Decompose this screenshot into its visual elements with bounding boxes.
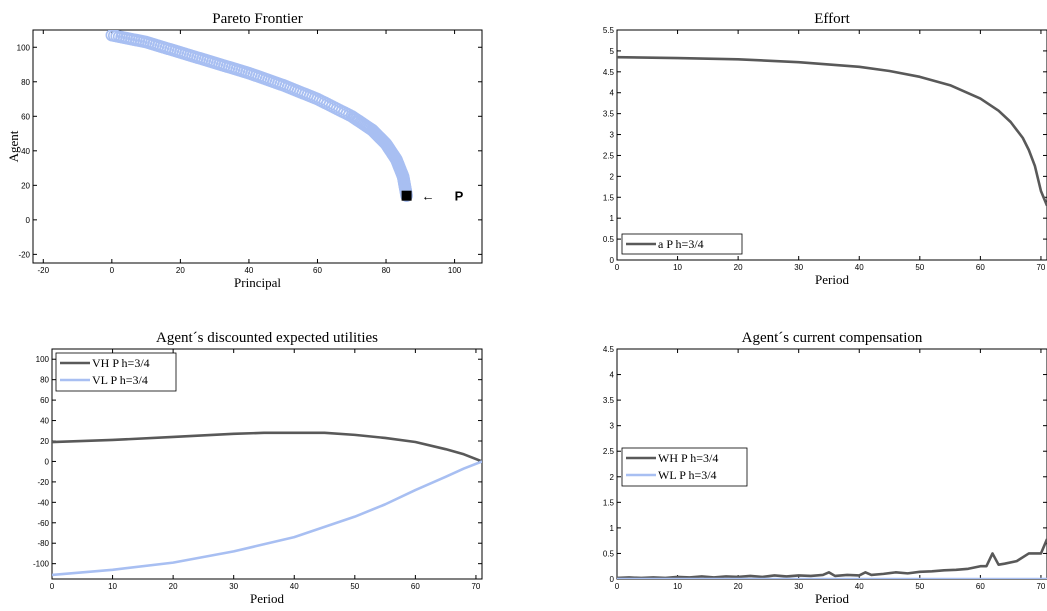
y-tick-label: 3.5 [603, 110, 615, 119]
x-tick-label: 10 [673, 582, 682, 591]
legend: a P h=3/4 [622, 234, 742, 254]
x-tick-label: 10 [673, 263, 682, 272]
y-tick-label: 3 [610, 131, 615, 140]
y-tick-label: 40 [21, 147, 30, 156]
y-tick-label: 4.5 [603, 68, 615, 77]
y-tick-label: 1.5 [603, 193, 615, 202]
y-tick-label: 60 [40, 396, 49, 405]
x-axis-label: Period [815, 591, 849, 606]
y-tick-label: 0 [26, 216, 31, 225]
panel-effort: 0 10 20 30 40 50 60 70 0 0.5 1 1.5 2 2.5 3 3.5 4 4.5 5 5.5 E… [603, 11, 1047, 287]
x-tick-label: 0 [615, 582, 620, 591]
x-tick-label: 0 [615, 263, 620, 272]
legend: WH P h=3/4 WL P h=3/4 [622, 448, 747, 486]
legend-label: WH P h=3/4 [658, 451, 718, 465]
x-tick-label: 20 [734, 263, 743, 272]
x-tick-label: 50 [350, 582, 359, 591]
legend-label: VH P h=3/4 [92, 356, 150, 370]
x-axis-label: Period [815, 272, 849, 287]
y-tick-label: 2.5 [603, 447, 615, 456]
x-tick-label: 60 [976, 582, 985, 591]
point-p-arrow: ← [422, 189, 435, 204]
y-tick-label: 20 [21, 181, 30, 190]
x-tick-label: 70 [471, 582, 480, 591]
y-tick-label: 60 [21, 112, 30, 121]
x-tick-label: 100 [448, 266, 462, 275]
chart-title: Effort [814, 11, 850, 27]
x-tick-label: 30 [794, 263, 803, 272]
x-tick-label: 40 [290, 582, 299, 591]
y-tick-label: -20 [37, 478, 49, 487]
y-tick-label: 4 [610, 371, 615, 380]
x-tick-label: -20 [38, 266, 50, 275]
x-tick-label: 60 [411, 582, 420, 591]
point-p-marker [402, 191, 412, 201]
y-tick-label: 0.5 [603, 235, 615, 244]
x-tick-label: 40 [855, 263, 864, 272]
legend-label: WL P h=3/4 [658, 468, 717, 482]
x-axis-label: Principal [234, 275, 281, 290]
x-tick-label: 20 [734, 582, 743, 591]
y-tick-label: -40 [37, 498, 49, 507]
chart-title: Agent´s current compensation [742, 330, 923, 346]
x-tick-label: 0 [50, 582, 55, 591]
legend: VH P h=3/4 VL P h=3/4 [56, 353, 176, 391]
y-tick-label: 1 [610, 524, 615, 533]
x-tick-label: 30 [229, 582, 238, 591]
x-tick-label: 60 [313, 266, 322, 275]
x-tick-label: 50 [915, 263, 924, 272]
y-tick-label: 40 [40, 417, 49, 426]
y-tick-label: -100 [33, 560, 50, 569]
y-tick-label: 0 [45, 457, 50, 466]
chart-title: Agent´s discounted expected utilities [156, 330, 378, 346]
x-tick-label: 70 [1036, 582, 1045, 591]
legend-label: a P h=3/4 [658, 237, 704, 251]
y-tick-label: 100 [36, 355, 50, 364]
x-tick-label: 40 [244, 266, 253, 275]
x-axis-label: Period [250, 591, 284, 606]
x-tick-label: 0 [110, 266, 115, 275]
x-tick-label: 20 [176, 266, 185, 275]
x-tick-label: 50 [915, 582, 924, 591]
panel-current-compensation: 0 10 20 30 40 50 60 70 0 0.5 1 1.5 2 2.5 3 3.5 4 4.5 Agent… [603, 330, 1047, 606]
x-tick-label: 70 [1036, 263, 1045, 272]
y-tick-label: 1 [610, 214, 615, 223]
y-tick-label: -20 [18, 250, 30, 259]
point-p-label: P [455, 189, 464, 204]
y-tick-label: 0 [610, 575, 615, 584]
y-tick-label: 5 [610, 47, 615, 56]
panel-pareto-frontier: -20 0 20 40 60 80 100 -20 0 20 40 60 80 100 Pareto Fro… [6, 11, 482, 290]
y-tick-label: 4 [610, 89, 615, 98]
x-tick-label: 30 [794, 582, 803, 591]
x-tick-label: 40 [855, 582, 864, 591]
y-tick-label: -60 [37, 519, 49, 528]
y-tick-label: 3 [610, 422, 615, 431]
y-axis-label: Agent [6, 130, 21, 162]
y-tick-label: 0 [610, 256, 615, 265]
y-tick-label: 80 [21, 78, 30, 87]
x-tick-label: 20 [169, 582, 178, 591]
y-tick-label: 100 [17, 43, 31, 52]
y-tick-label: 0.5 [603, 549, 615, 558]
y-tick-label: -80 [37, 539, 49, 548]
y-tick-label: 2.5 [603, 151, 615, 160]
y-tick-label: 2 [610, 473, 615, 482]
plot-frame [33, 30, 482, 263]
chart-title: Pareto Frontier [212, 11, 302, 27]
x-tick-label: 10 [108, 582, 117, 591]
legend-label: VL P h=3/4 [92, 373, 148, 387]
y-tick-label: 2 [610, 172, 615, 181]
y-tick-label: 4.5 [603, 345, 615, 354]
x-tick-label: 80 [382, 266, 391, 275]
y-tick-label: 5.5 [603, 26, 615, 35]
panel-discounted-utilities: 0 10 20 30 40 50 60 70 -100 -80 -60 -40 -20 0 20 40 60 80… [33, 330, 482, 606]
x-tick-label: 60 [976, 263, 985, 272]
y-tick-label: 20 [40, 437, 49, 446]
y-tick-label: 80 [40, 376, 49, 385]
y-tick-label: 3.5 [603, 396, 615, 405]
y-tick-label: 1.5 [603, 498, 615, 507]
